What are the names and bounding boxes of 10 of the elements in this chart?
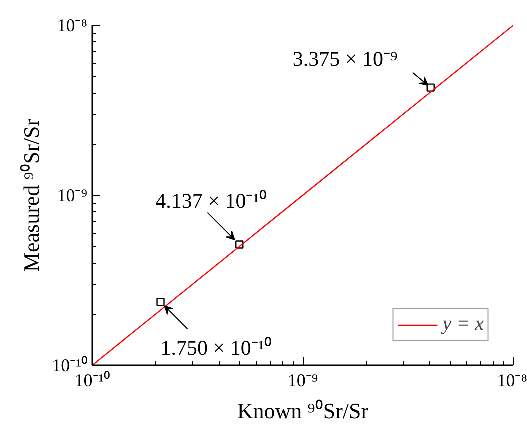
legend-label: y = x — [442, 313, 484, 336]
annotation: 1.750 × 10⁻¹⁰ — [160, 336, 272, 360]
annotation: 4.137 × 10⁻¹⁰ — [156, 188, 267, 213]
x-axis-title: Known ⁹⁰Sr/Sr — [237, 398, 370, 424]
y-axis-title: Measured ⁹⁰Sr/Sr — [19, 118, 44, 272]
x-tick-label: 10⁻⁸ — [497, 370, 527, 390]
annotation: 3.375 × 10⁻⁹ — [292, 46, 398, 71]
y-tick-label: 10⁻⁸ — [57, 16, 88, 36]
y-tick-label: 10⁻⁹ — [57, 186, 88, 206]
x-tick-label: 10⁻⁹ — [288, 370, 318, 390]
